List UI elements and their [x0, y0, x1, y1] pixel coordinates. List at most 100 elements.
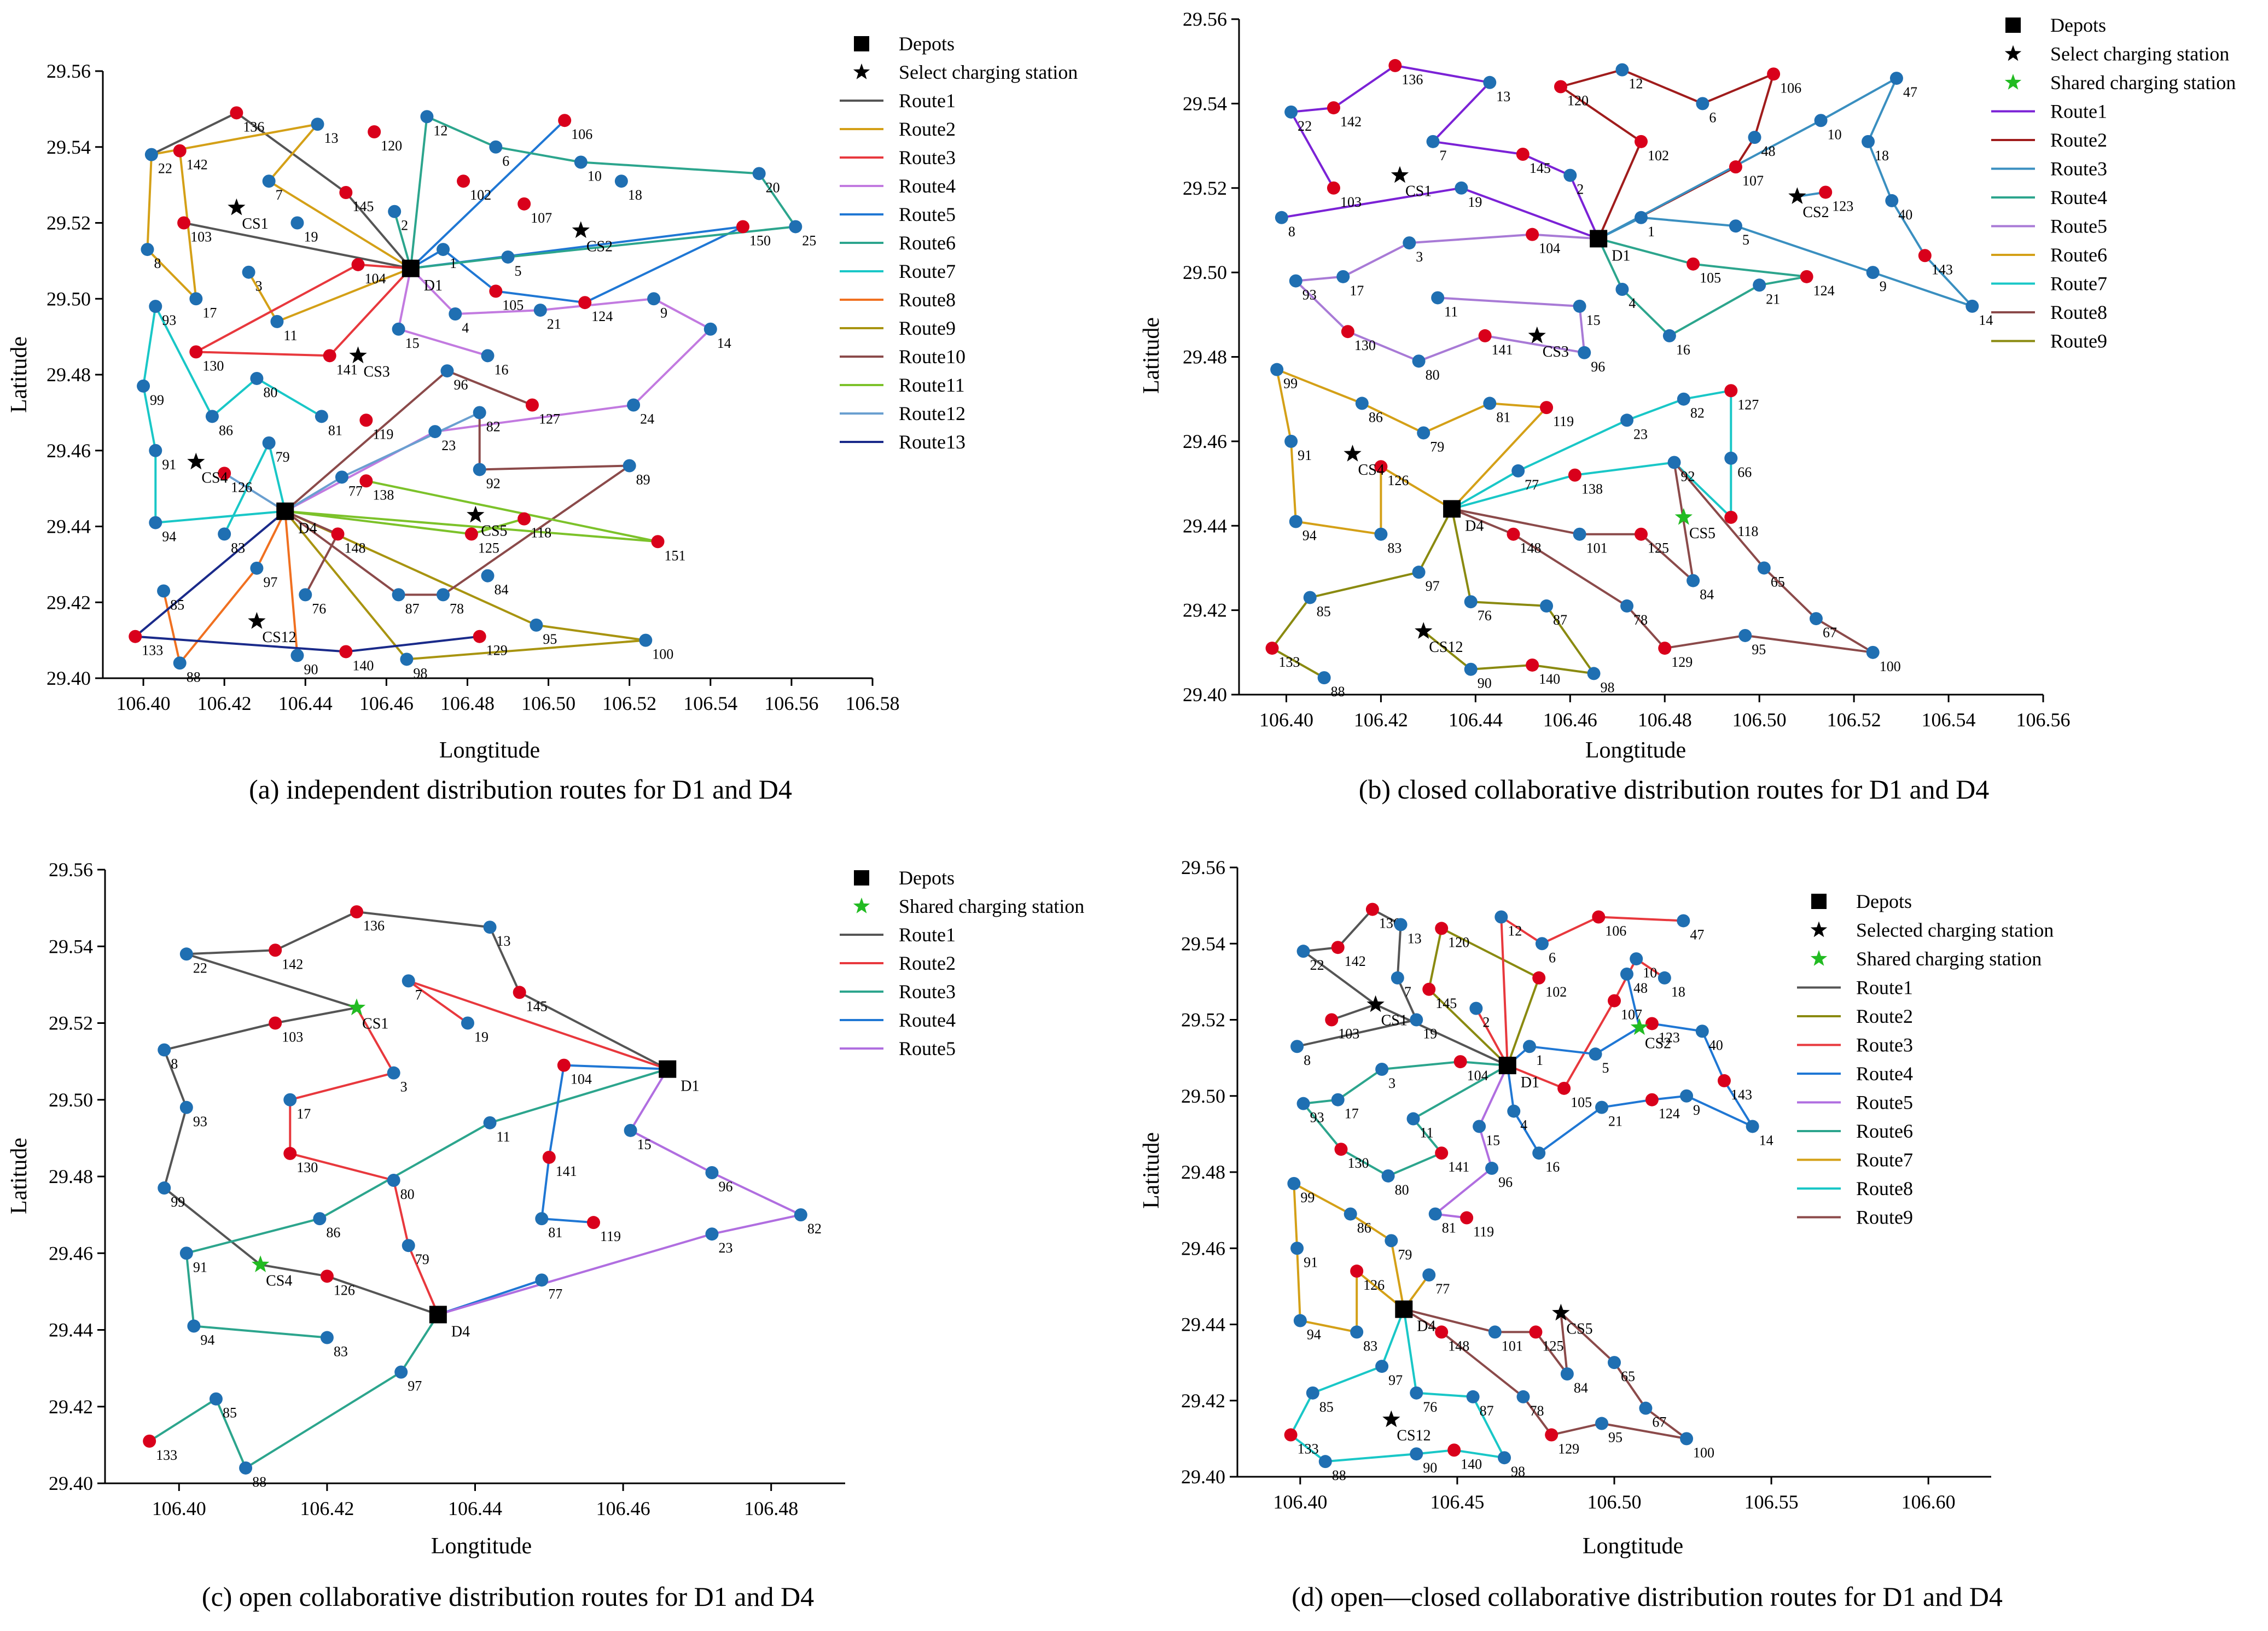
priority-customer-point [473, 630, 486, 643]
customer-point [1485, 1162, 1499, 1175]
legend-star-marker [853, 898, 870, 913]
priority-customer-point [1545, 1428, 1558, 1442]
legend-depot-marker [2005, 18, 2021, 33]
customer-point [1289, 274, 1302, 288]
legend-star-marker [2004, 74, 2022, 90]
customer-point [1290, 1242, 1304, 1255]
charging-station-star [1788, 187, 1806, 204]
priority-customer-point [1331, 941, 1345, 954]
customer-point [320, 1331, 334, 1344]
customer-label: 81 [1442, 1220, 1456, 1236]
customer-label: 79 [276, 449, 290, 465]
customer-point [1403, 236, 1416, 250]
customer-label: 85 [1317, 603, 1331, 619]
customer-label: 80 [1426, 367, 1440, 383]
charging-station-label: CS3 [1543, 343, 1569, 360]
customer-point [481, 349, 495, 363]
customer-point [1532, 1146, 1546, 1160]
legend: Depots Shared charging station Route1 Route… [840, 867, 1084, 1059]
legend-depot-marker [854, 36, 869, 51]
customer-point [1615, 283, 1629, 296]
priority-customer-point [1325, 1013, 1339, 1027]
customer-label: 15 [405, 335, 420, 351]
customer-label: 129 [1558, 1441, 1579, 1457]
route-line-route1 [163, 1006, 439, 1316]
depot-square [402, 259, 420, 277]
priority-customer-point [1447, 1443, 1461, 1457]
charging-station-star [1382, 1410, 1400, 1428]
charging-station-label: CS1 [1381, 1012, 1408, 1029]
customer-label: 94 [1307, 1327, 1321, 1343]
legend-label: Route3 [899, 981, 956, 1003]
customer-point [402, 1239, 415, 1253]
customer-label: 127 [539, 411, 560, 427]
customer-label: 87 [405, 601, 420, 616]
customer-label: 23 [441, 438, 456, 453]
x-tick-label: 106.46 [596, 1498, 650, 1519]
legend-label: Route7 [2050, 273, 2107, 295]
depot-square [1498, 1057, 1516, 1075]
route-line-route5 [410, 119, 566, 270]
customer-point [1814, 114, 1828, 127]
shared-charging-station-star [252, 1255, 270, 1272]
depot-square [1590, 230, 1608, 248]
customer-label: 97 [1388, 1372, 1403, 1388]
priority-customer-point [350, 905, 364, 919]
y-tick-label: 29.46 [46, 440, 91, 462]
x-tick-label: 106.40 [1273, 1491, 1327, 1513]
customer-label: 22 [1298, 118, 1312, 134]
customer-point [137, 379, 150, 393]
customer-label: 6 [502, 153, 509, 169]
route-line-route8 [284, 511, 299, 656]
panel-caption: (a) independent distribution routes for … [249, 774, 792, 805]
charging-station-label: CS1 [242, 215, 268, 232]
customer-label: 66 [1737, 464, 1752, 480]
priority-customer-point [1350, 1265, 1364, 1278]
customer-label: 81 [548, 1225, 562, 1240]
customer-label: 23 [1633, 426, 1648, 442]
customer-point [1394, 918, 1408, 931]
customer-label: 40 [1709, 1037, 1723, 1053]
customer-point [157, 584, 171, 598]
route-line-route4 [284, 267, 712, 512]
customer-label: 10 [1828, 126, 1842, 142]
x-tick-label: 106.44 [1449, 709, 1503, 731]
customer-label: 119 [373, 426, 393, 442]
customer-label: 119 [1473, 1224, 1494, 1240]
priority-customer-point [1918, 249, 1932, 263]
customer-label: 141 [336, 362, 358, 377]
legend-label: Select charging station [2050, 43, 2229, 65]
customer-point [481, 569, 495, 582]
customer-point [1410, 1386, 1423, 1400]
legend-label: Route3 [2050, 158, 2107, 180]
customer-label: 2 [1577, 182, 1584, 197]
customer-point [1494, 910, 1508, 924]
customer-label: 104 [1467, 1068, 1488, 1084]
customer-label: 8 [154, 255, 161, 271]
customer-point [1464, 662, 1478, 676]
y-tick-label: 29.46 [1181, 1237, 1225, 1259]
customer-point [1412, 566, 1426, 579]
legend-label: Route5 [899, 203, 956, 225]
customer-point [1350, 1325, 1364, 1339]
route-line-route1 [1281, 187, 1599, 240]
priority-customer-point [1334, 1143, 1348, 1156]
customer-label: 21 [1766, 291, 1780, 307]
customer-label: 3 [255, 278, 263, 294]
customer-point [1677, 392, 1690, 406]
customer-label: 78 [1530, 1403, 1544, 1419]
y-tick-label: 29.44 [46, 516, 91, 538]
priority-customer-point [1435, 922, 1449, 935]
customer-point [1498, 1451, 1511, 1465]
customer-point [535, 1212, 549, 1226]
customer-label: 84 [1700, 587, 1714, 603]
customer-point [1336, 270, 1350, 283]
customer-label: 79 [1430, 439, 1444, 455]
customer-label: 2 [401, 218, 408, 234]
charging-station-label: CS12 [1397, 1428, 1430, 1444]
customer-point [392, 322, 405, 336]
legend-label: Shared charging station [2050, 72, 2236, 94]
y-tick-label: 29.52 [1181, 1009, 1225, 1031]
